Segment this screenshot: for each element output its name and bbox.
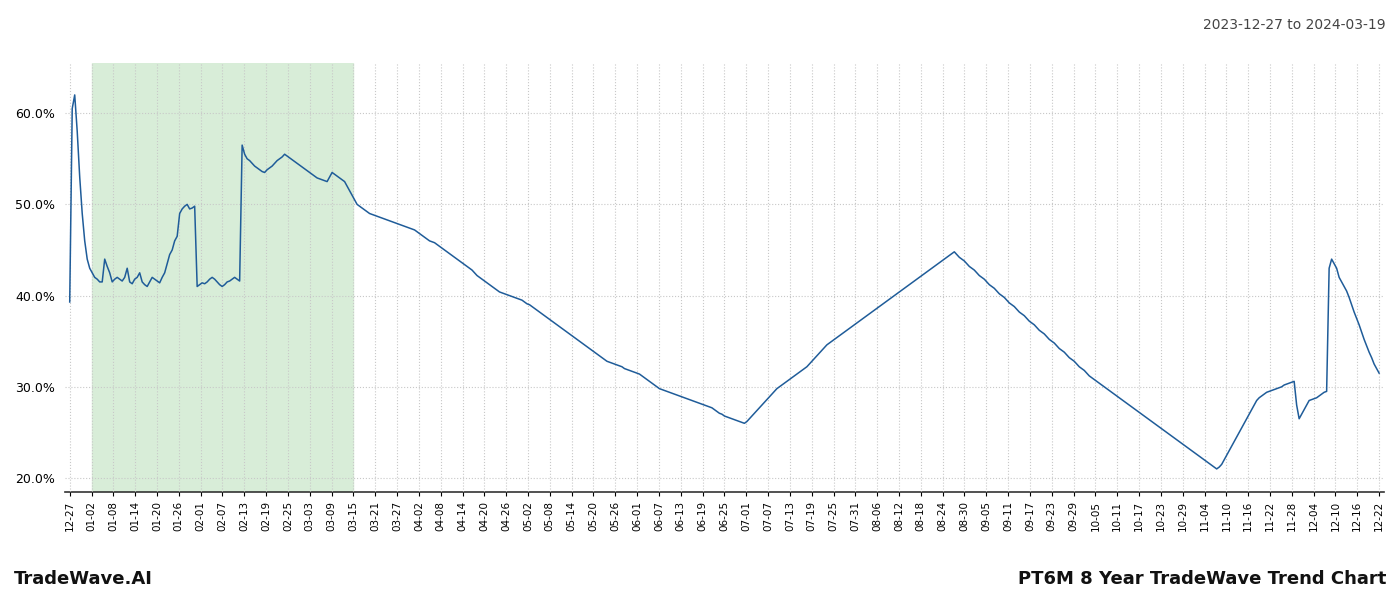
Text: TradeWave.AI: TradeWave.AI bbox=[14, 570, 153, 588]
Text: PT6M 8 Year TradeWave Trend Chart: PT6M 8 Year TradeWave Trend Chart bbox=[1018, 570, 1386, 588]
Bar bbox=[91, 63, 353, 492]
Text: 2023-12-27 to 2024-03-19: 2023-12-27 to 2024-03-19 bbox=[1204, 18, 1386, 32]
